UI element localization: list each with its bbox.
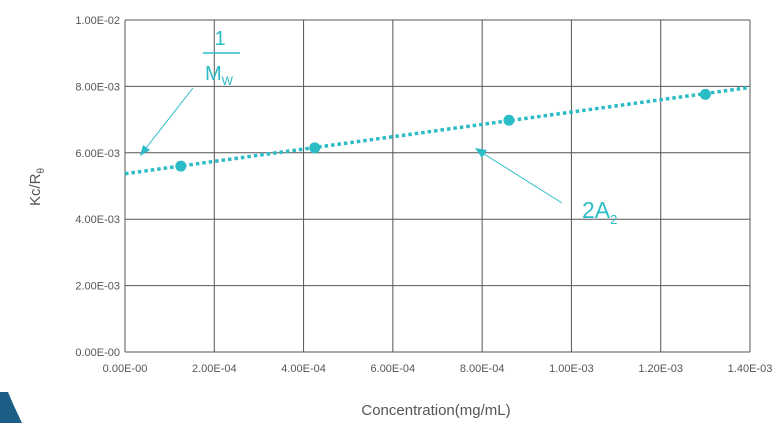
y-tick-label: 1.00E-02 bbox=[75, 15, 120, 27]
y-axis-title-sub: θ bbox=[36, 168, 47, 174]
data-point bbox=[699, 88, 711, 100]
slope-label-sub: 2 bbox=[610, 212, 617, 227]
slope-label-main: 2A bbox=[582, 197, 611, 223]
x-tick-label: 4.00E-04 bbox=[281, 363, 326, 375]
y-tick-label: 6.00E-03 bbox=[75, 148, 120, 160]
slope-arrow-head bbox=[475, 148, 487, 158]
intercept-numerator: 1 bbox=[214, 28, 225, 50]
y-tick-label: 4.00E-03 bbox=[75, 214, 120, 226]
y-tick-label: 8.00E-03 bbox=[75, 81, 120, 93]
data-point bbox=[309, 142, 321, 154]
slope-arrow-line bbox=[483, 153, 563, 204]
trendline-group bbox=[124, 85, 751, 176]
x-tick-labels: 0.00E-00 2.00E-04 4.00E-04 6.00E-04 8.00E-04… bbox=[103, 363, 773, 375]
y-tick-label: 2.00E-03 bbox=[75, 281, 120, 293]
x-tick-label: 1.00E-03 bbox=[549, 363, 594, 375]
trendline bbox=[124, 85, 751, 176]
intercept-denominator: MW bbox=[205, 63, 234, 88]
data-points bbox=[175, 88, 711, 172]
x-tick-label: 6.00E-04 bbox=[371, 363, 416, 375]
slope-label: 2A2 bbox=[582, 197, 617, 227]
x-tick-label: 1.40E-03 bbox=[728, 363, 773, 375]
intercept-arrow-head bbox=[140, 145, 150, 156]
y-tick-labels: 0.00E-00 2.00E-03 4.00E-03 6.00E-03 8.00E-03… bbox=[75, 15, 120, 359]
intercept-arrow-line bbox=[145, 87, 194, 149]
x-tick-label: 8.00E-04 bbox=[460, 363, 505, 375]
intercept-denominator-main: M bbox=[205, 63, 222, 85]
x-axis-title: Concentration(mg/mL) bbox=[361, 402, 510, 419]
grid-lines bbox=[124, 19, 751, 353]
corner-decoration bbox=[0, 392, 22, 423]
intercept-denominator-sub: W bbox=[222, 74, 234, 88]
x-tick-label: 1.20E-03 bbox=[638, 363, 683, 375]
data-point bbox=[503, 114, 515, 126]
svg-text:Kc/Rθ: Kc/Rθ bbox=[27, 168, 47, 207]
slope-annotation: 2A2 bbox=[475, 148, 617, 227]
y-axis-title-main: Kc/R bbox=[27, 173, 44, 206]
intercept-annotation: 1 MW bbox=[140, 28, 240, 156]
x-tick-label: 0.00E-00 bbox=[103, 363, 148, 375]
y-tick-label: 0.00E-00 bbox=[75, 347, 120, 359]
y-axis-title: Kc/Rθ bbox=[27, 168, 47, 207]
data-point bbox=[175, 160, 187, 172]
x-tick-label: 2.00E-04 bbox=[192, 363, 237, 375]
